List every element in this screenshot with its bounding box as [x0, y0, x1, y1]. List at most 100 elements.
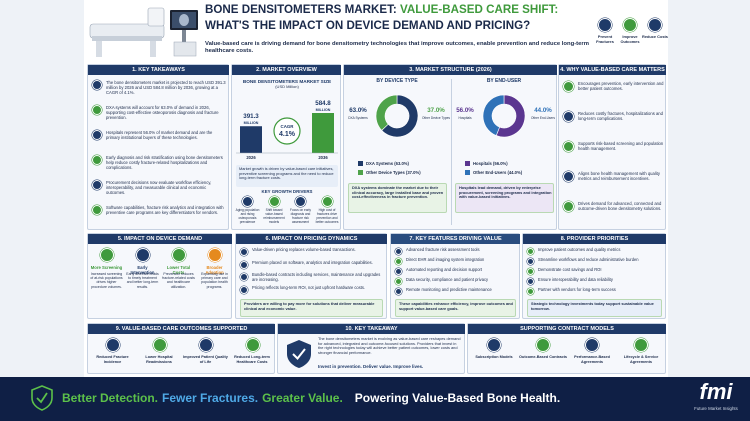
contract-label: Subscription Models — [475, 355, 513, 359]
bar-unit-label: MILLION — [316, 108, 331, 112]
divider — [450, 79, 452, 225]
panel: SUPPORTING CONTRACT MODELS Subscription M… — [467, 323, 666, 374]
list-item: Remote monitoring and predictive mainten… — [406, 287, 492, 292]
takeaway-text: The bone densitometers market is evolvin… — [318, 336, 461, 356]
panel-header: 5. IMPACT ON DEVICE DEMAND — [88, 234, 232, 244]
cagr-value: 4.1% — [279, 131, 296, 138]
panel-title: 9. VALUE-BASED CARE OUTCOMES SUPPORTED — [115, 326, 248, 332]
icon — [208, 248, 222, 262]
icon — [527, 278, 534, 285]
segment-title: BY DEVICE TYPE — [376, 78, 418, 84]
footer — [0, 377, 750, 421]
donut-slice — [482, 94, 505, 136]
note-box: These capabilities enhance efficiency, i… — [395, 299, 516, 317]
panel-title: 2. MARKET OVERVIEW — [256, 67, 317, 73]
icon — [106, 338, 120, 352]
logo: fmi — [699, 379, 733, 404]
panel-header: 10. KEY TAKEAWAY — [278, 324, 465, 334]
title-line-2: WHAT'S THE IMPACT ON DEVICE DEMAND AND P… — [205, 19, 531, 32]
icon — [395, 248, 402, 255]
demand-title: More Screening — [90, 265, 123, 270]
note-text: DXA systems dominate the market due to t… — [352, 185, 444, 200]
list-item: The bone densitometers market is project… — [106, 80, 226, 96]
footer-tagline: Powering Value-Based Bone Health. — [354, 391, 561, 405]
icon — [585, 338, 599, 352]
panel: 7. KEY FEATURES DRIVING VALUE Advanced fr… — [390, 233, 520, 319]
bar-year-label: 2026 — [246, 155, 256, 160]
icon — [240, 248, 248, 256]
list-item: Improve patient outcomes and quality met… — [538, 247, 621, 252]
panel: 3. MARKET STRUCTURE (2026) BY DEVICE TYPE… — [343, 64, 557, 230]
list-item: Reduces costly fractures, hospitalizatio… — [578, 111, 663, 122]
driver-label: High cost of fractures drive prevention … — [315, 208, 339, 224]
bar-year-label: 2036 — [318, 155, 328, 160]
panel: 1. KEY TAKEAWAYS The bone densitometers m… — [87, 64, 229, 230]
icon — [527, 268, 534, 275]
panel-title: 7. KEY FEATURES DRIVING VALUE — [409, 236, 502, 242]
demand-text: Early detection leads to timely treatmen… — [126, 272, 159, 289]
panel-header: 2. MARKET OVERVIEW — [232, 65, 341, 75]
demand-text: Prevention reduces fracture-related cost… — [162, 272, 195, 289]
legend-swatch — [358, 161, 363, 166]
note-box: DXA systems dominate the market due to t… — [348, 183, 447, 213]
panel-title: 3. MARKET STRUCTURE (2026) — [409, 67, 492, 73]
panel-title: 10. KEY TAKEAWAY — [345, 326, 398, 332]
icon — [563, 201, 574, 212]
icon — [634, 338, 648, 352]
slice-name: DXA Systems — [348, 116, 368, 120]
bar-value-label: 391.3 — [243, 113, 259, 120]
list-item: Software capabilities, fracture risk ana… — [106, 205, 224, 216]
demand-text: Expanding use in primary care and popula… — [201, 272, 228, 289]
segment-title: BY END-USER — [486, 78, 522, 84]
cagr-label: CAGR — [281, 124, 295, 129]
driver-label: Aging population and rising osteoporosis… — [235, 208, 260, 224]
panel-header: SUPPORTING CONTRACT MODELS — [468, 324, 666, 334]
demand-title: Early Intervention — [130, 265, 155, 276]
list-item: Supports risk-based screening and popula… — [578, 141, 664, 152]
icon — [598, 18, 612, 32]
drivers-title: KEY GROWTH DRIVERS — [261, 189, 313, 194]
icon — [92, 80, 102, 90]
badge-label: Reduce Costs — [642, 34, 668, 39]
title-line-1: BONE DENSITOMETERS MARKET: VALUE-BASED C… — [205, 3, 605, 17]
icon — [395, 258, 402, 265]
note-text: These capabilities enhance efficiency, i… — [399, 301, 513, 311]
cagr-circle — [273, 117, 301, 145]
donut-slice — [381, 94, 419, 138]
contract-label: Performance-Based Agreements — [574, 355, 610, 364]
panel-header: 7. KEY FEATURES DRIVING VALUE — [391, 234, 520, 244]
demand-title: Lower Total Costs — [166, 265, 191, 276]
legend-label: Hospitals (56.0%) — [473, 161, 508, 166]
icon — [563, 141, 574, 152]
graphic: 56.0% Hospitals 44.0% Other End-Users — [456, 94, 555, 138]
outcome-label: Lower Hospital Readmissions — [145, 355, 173, 364]
slice-label: 44.0% — [534, 107, 552, 114]
panel: 10. KEY TAKEAWAY The bone densitometers m… — [277, 323, 465, 374]
icon — [172, 248, 186, 262]
shield-icon — [287, 340, 311, 368]
panel-header: 8. PROVIDER PRIORITIES — [523, 234, 666, 244]
icon — [563, 111, 574, 122]
driver-label: Shift toward value-based reimbursement m… — [263, 208, 285, 224]
footer-shield — [31, 385, 53, 411]
summary-text: Market growth is driven by value-based c… — [239, 166, 334, 181]
legend-label: Other Device Types (37.0%) — [366, 170, 421, 175]
note-text: Providers are willing to pay more for so… — [244, 301, 375, 311]
icon — [395, 288, 402, 295]
slice-label: 37.0% — [427, 107, 445, 114]
panel-header: 3. MARKET STRUCTURE (2026) — [344, 65, 557, 75]
bar-value-label: 584.8 — [315, 100, 331, 107]
bar-unit-label: MILLION — [244, 121, 259, 125]
icon — [136, 248, 150, 262]
list-item: Ensure interoperability and data reliabi… — [538, 277, 613, 282]
slice-name: Other Device Types — [422, 116, 450, 120]
icon — [648, 18, 662, 32]
panel: 4. WHY VALUE-BASED CARE MATTERS Encourage… — [558, 64, 666, 230]
legend-label: DXA Systems (63.0%) — [366, 161, 409, 166]
panel: 2. MARKET OVERVIEW BONE DENSITOMETERS MAR… — [231, 64, 341, 230]
slice-name: Other End-Users — [531, 116, 555, 120]
list-item: Partner with vendors for long-term succe… — [538, 287, 616, 292]
icon — [92, 105, 102, 115]
panel: 5. IMPACT ON DEVICE DEMAND More Screening… — [87, 233, 232, 319]
